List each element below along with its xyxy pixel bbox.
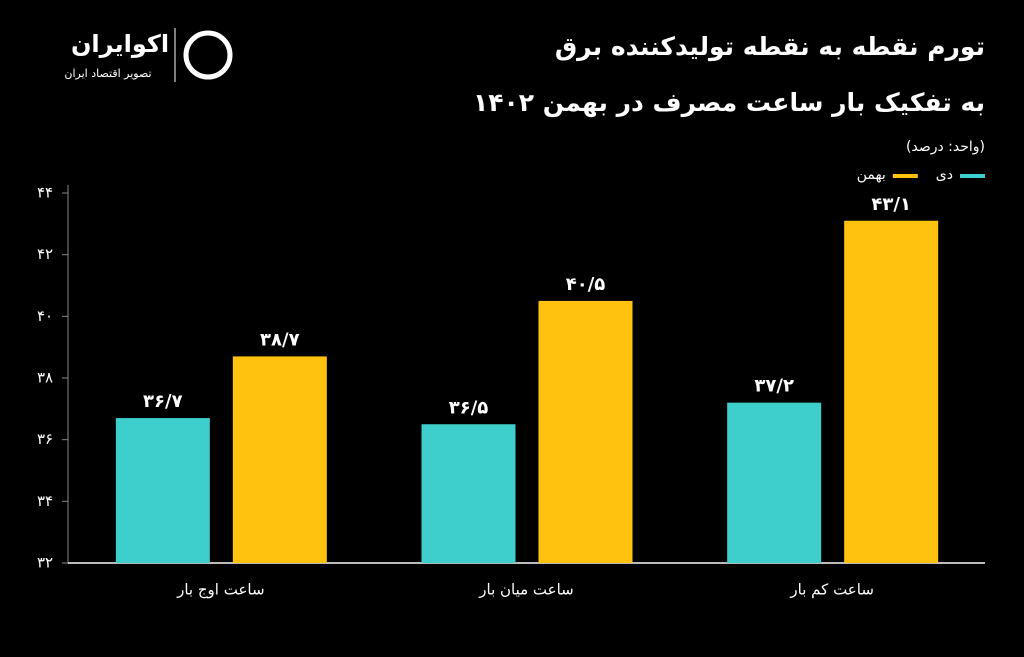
value-label: ۳۶/۵ xyxy=(449,397,489,418)
y-tick-label: ۳۴ xyxy=(37,492,53,510)
value-label: ۴۳/۱ xyxy=(871,194,911,215)
bar xyxy=(844,220,939,563)
y-tick-label: ۳۸ xyxy=(37,369,53,387)
logo: اکوایران تصویر اقتصاد ایران xyxy=(64,28,233,82)
brand-tagline: تصویر اقتصاد ایران xyxy=(64,67,151,80)
bar xyxy=(115,418,210,563)
bar xyxy=(421,424,516,563)
bar xyxy=(232,356,327,563)
value-label: ۳۷/۲ xyxy=(754,376,794,397)
unit-note: (واحد: درصد) xyxy=(906,139,985,155)
x-tick-label: ساعت اوج بار xyxy=(176,581,264,600)
y-tick-label: ۴۰ xyxy=(37,307,53,325)
y-tick-label: ۳۲ xyxy=(37,554,53,572)
chart-title: تورم نقطه به نقطه تولیدکننده برق xyxy=(555,32,985,62)
legend-label: بهمن xyxy=(857,167,886,183)
brand-name: اکوایران xyxy=(71,30,169,58)
y-tick-label: ۴۴ xyxy=(37,184,53,202)
x-tick-label: ساعت کم بار xyxy=(789,581,873,599)
y-tick-label: ۴۲ xyxy=(37,245,53,263)
legend-label: دی xyxy=(936,167,953,183)
bar xyxy=(538,300,633,563)
logo-icon xyxy=(183,30,233,80)
value-label: ۳۶/۷ xyxy=(143,391,183,412)
value-label: ۴۰/۵ xyxy=(566,274,606,295)
x-tick-label: ساعت میان بار xyxy=(478,581,574,599)
value-label: ۳۸/۷ xyxy=(260,329,300,350)
chart-subtitle: به تفکیک بار ساعت مصرف در بهمن ۱۴۰۲ xyxy=(473,88,985,118)
bar xyxy=(727,402,822,563)
y-tick-label: ۳۶ xyxy=(37,430,53,448)
